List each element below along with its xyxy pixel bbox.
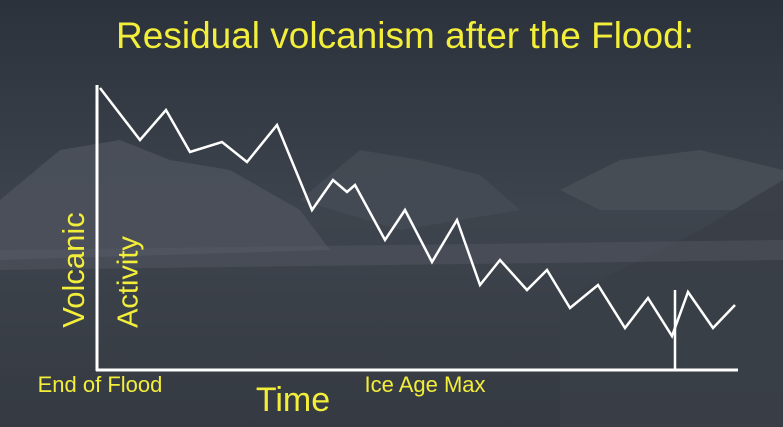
page: Residual volcanism after the Flood: Volc…: [0, 0, 783, 427]
x-axis-label: Time: [256, 381, 330, 419]
y-axis-label: Volcanic: [56, 212, 91, 327]
annotation: Ice Age Max: [364, 372, 485, 397]
chart: Residual volcanism after the Flood: Volc…: [0, 0, 783, 427]
chart-title: Residual volcanism after the Flood:: [116, 15, 694, 56]
y-axis-label: Activity: [113, 236, 145, 328]
annotation: End of Flood: [38, 372, 163, 397]
